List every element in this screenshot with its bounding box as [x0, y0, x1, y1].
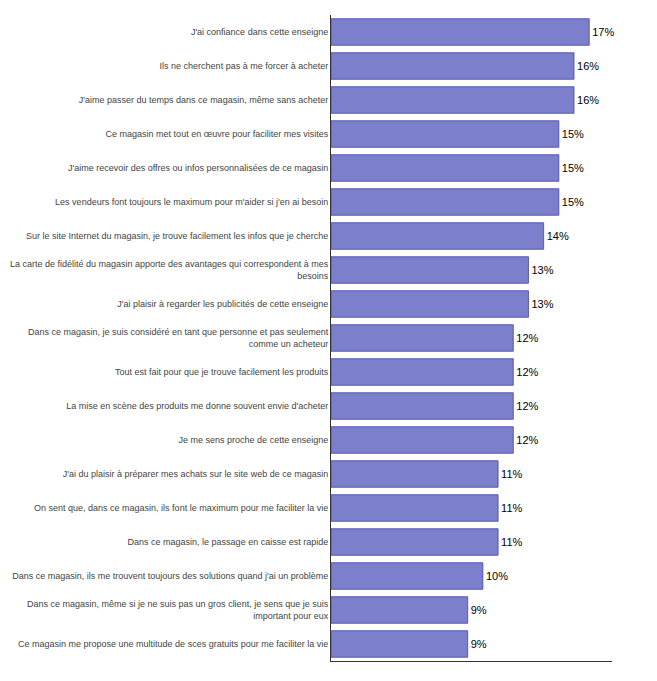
svg-text:14%: 14%: [547, 230, 569, 242]
svg-text:Tout est fait pour que je trou: Tout est fait pour que je trouve facilem…: [115, 367, 329, 377]
svg-text:11%: 11%: [501, 536, 522, 548]
svg-text:17%: 17%: [592, 26, 614, 38]
svg-text:Dans ce magasin, le passage en: Dans ce magasin, le passage en caisse es…: [128, 537, 329, 547]
svg-text:12%: 12%: [516, 434, 538, 446]
svg-text:15%: 15%: [562, 196, 584, 208]
svg-text:J'aime passer du temps dans ce: J'aime passer du temps dans ce magasin, …: [79, 95, 328, 105]
svg-text:Les vendeurs font toujours le: Les vendeurs font toujours le maximum po…: [55, 197, 328, 207]
svg-text:Ce magasin met tout en œuvre p: Ce magasin met tout en œuvre pour facili…: [106, 129, 329, 139]
svg-text:9%: 9%: [471, 604, 487, 616]
svg-text:15%: 15%: [562, 162, 584, 174]
svg-text:16%: 16%: [577, 60, 599, 72]
svg-text:Dans ce magasin, ils me trouve: Dans ce magasin, ils me trouvent toujour…: [12, 571, 328, 581]
svg-text:11%: 11%: [501, 502, 522, 514]
svg-text:Ils ne cherchent pas à me forc: Ils ne cherchent pas à me forcer à achet…: [160, 61, 329, 71]
svg-text:10%: 10%: [486, 570, 508, 582]
svg-text:Ce magasin me propose une mult: Ce magasin me propose une multitude de s…: [18, 639, 328, 649]
svg-text:11%: 11%: [501, 468, 522, 480]
svg-text:J'ai plaisir à regarder les pu: J'ai plaisir à regarder les publicités d…: [117, 299, 328, 309]
svg-text:Dans ce magasin, je suis consi: Dans ce magasin, je suis considéré en ta…: [28, 327, 329, 349]
svg-text:La mise en scène des produits: La mise en scène des produits me donne s…: [66, 401, 328, 411]
svg-text:J'ai du plaisir à préparer mes: J'ai du plaisir à préparer mes achats su…: [63, 469, 328, 479]
svg-text:15%: 15%: [562, 128, 584, 140]
svg-text:Je me sens proche de cette ens: Je me sens proche de cette enseigne: [179, 435, 329, 445]
svg-text:13%: 13%: [531, 264, 553, 276]
svg-text:J'ai confiance dans cette ense: J'ai confiance dans cette enseigne: [191, 27, 328, 37]
svg-text:12%: 12%: [516, 400, 538, 412]
svg-text:12%: 12%: [516, 366, 538, 378]
svg-text:On sent que, dans ce magasin,: On sent que, dans ce magasin, ils font l…: [34, 503, 328, 513]
svg-text:Dans ce magasin, même si je ne: Dans ce magasin, même si je ne suis pas …: [27, 599, 329, 621]
svg-text:16%: 16%: [577, 94, 599, 106]
svg-text:12%: 12%: [516, 332, 538, 344]
svg-text:Sur le site Internet du magasi: Sur le site Internet du magasin, je trou…: [26, 231, 328, 241]
svg-text:J'aime recevoir des offres ou: J'aime recevoir des offres ou infos pers…: [68, 163, 328, 173]
svg-text:9%: 9%: [471, 638, 487, 650]
svg-text:13%: 13%: [531, 298, 553, 310]
svg-text:La carte de fidélité du magasi: La carte de fidélité du magasin apporte …: [10, 259, 329, 281]
